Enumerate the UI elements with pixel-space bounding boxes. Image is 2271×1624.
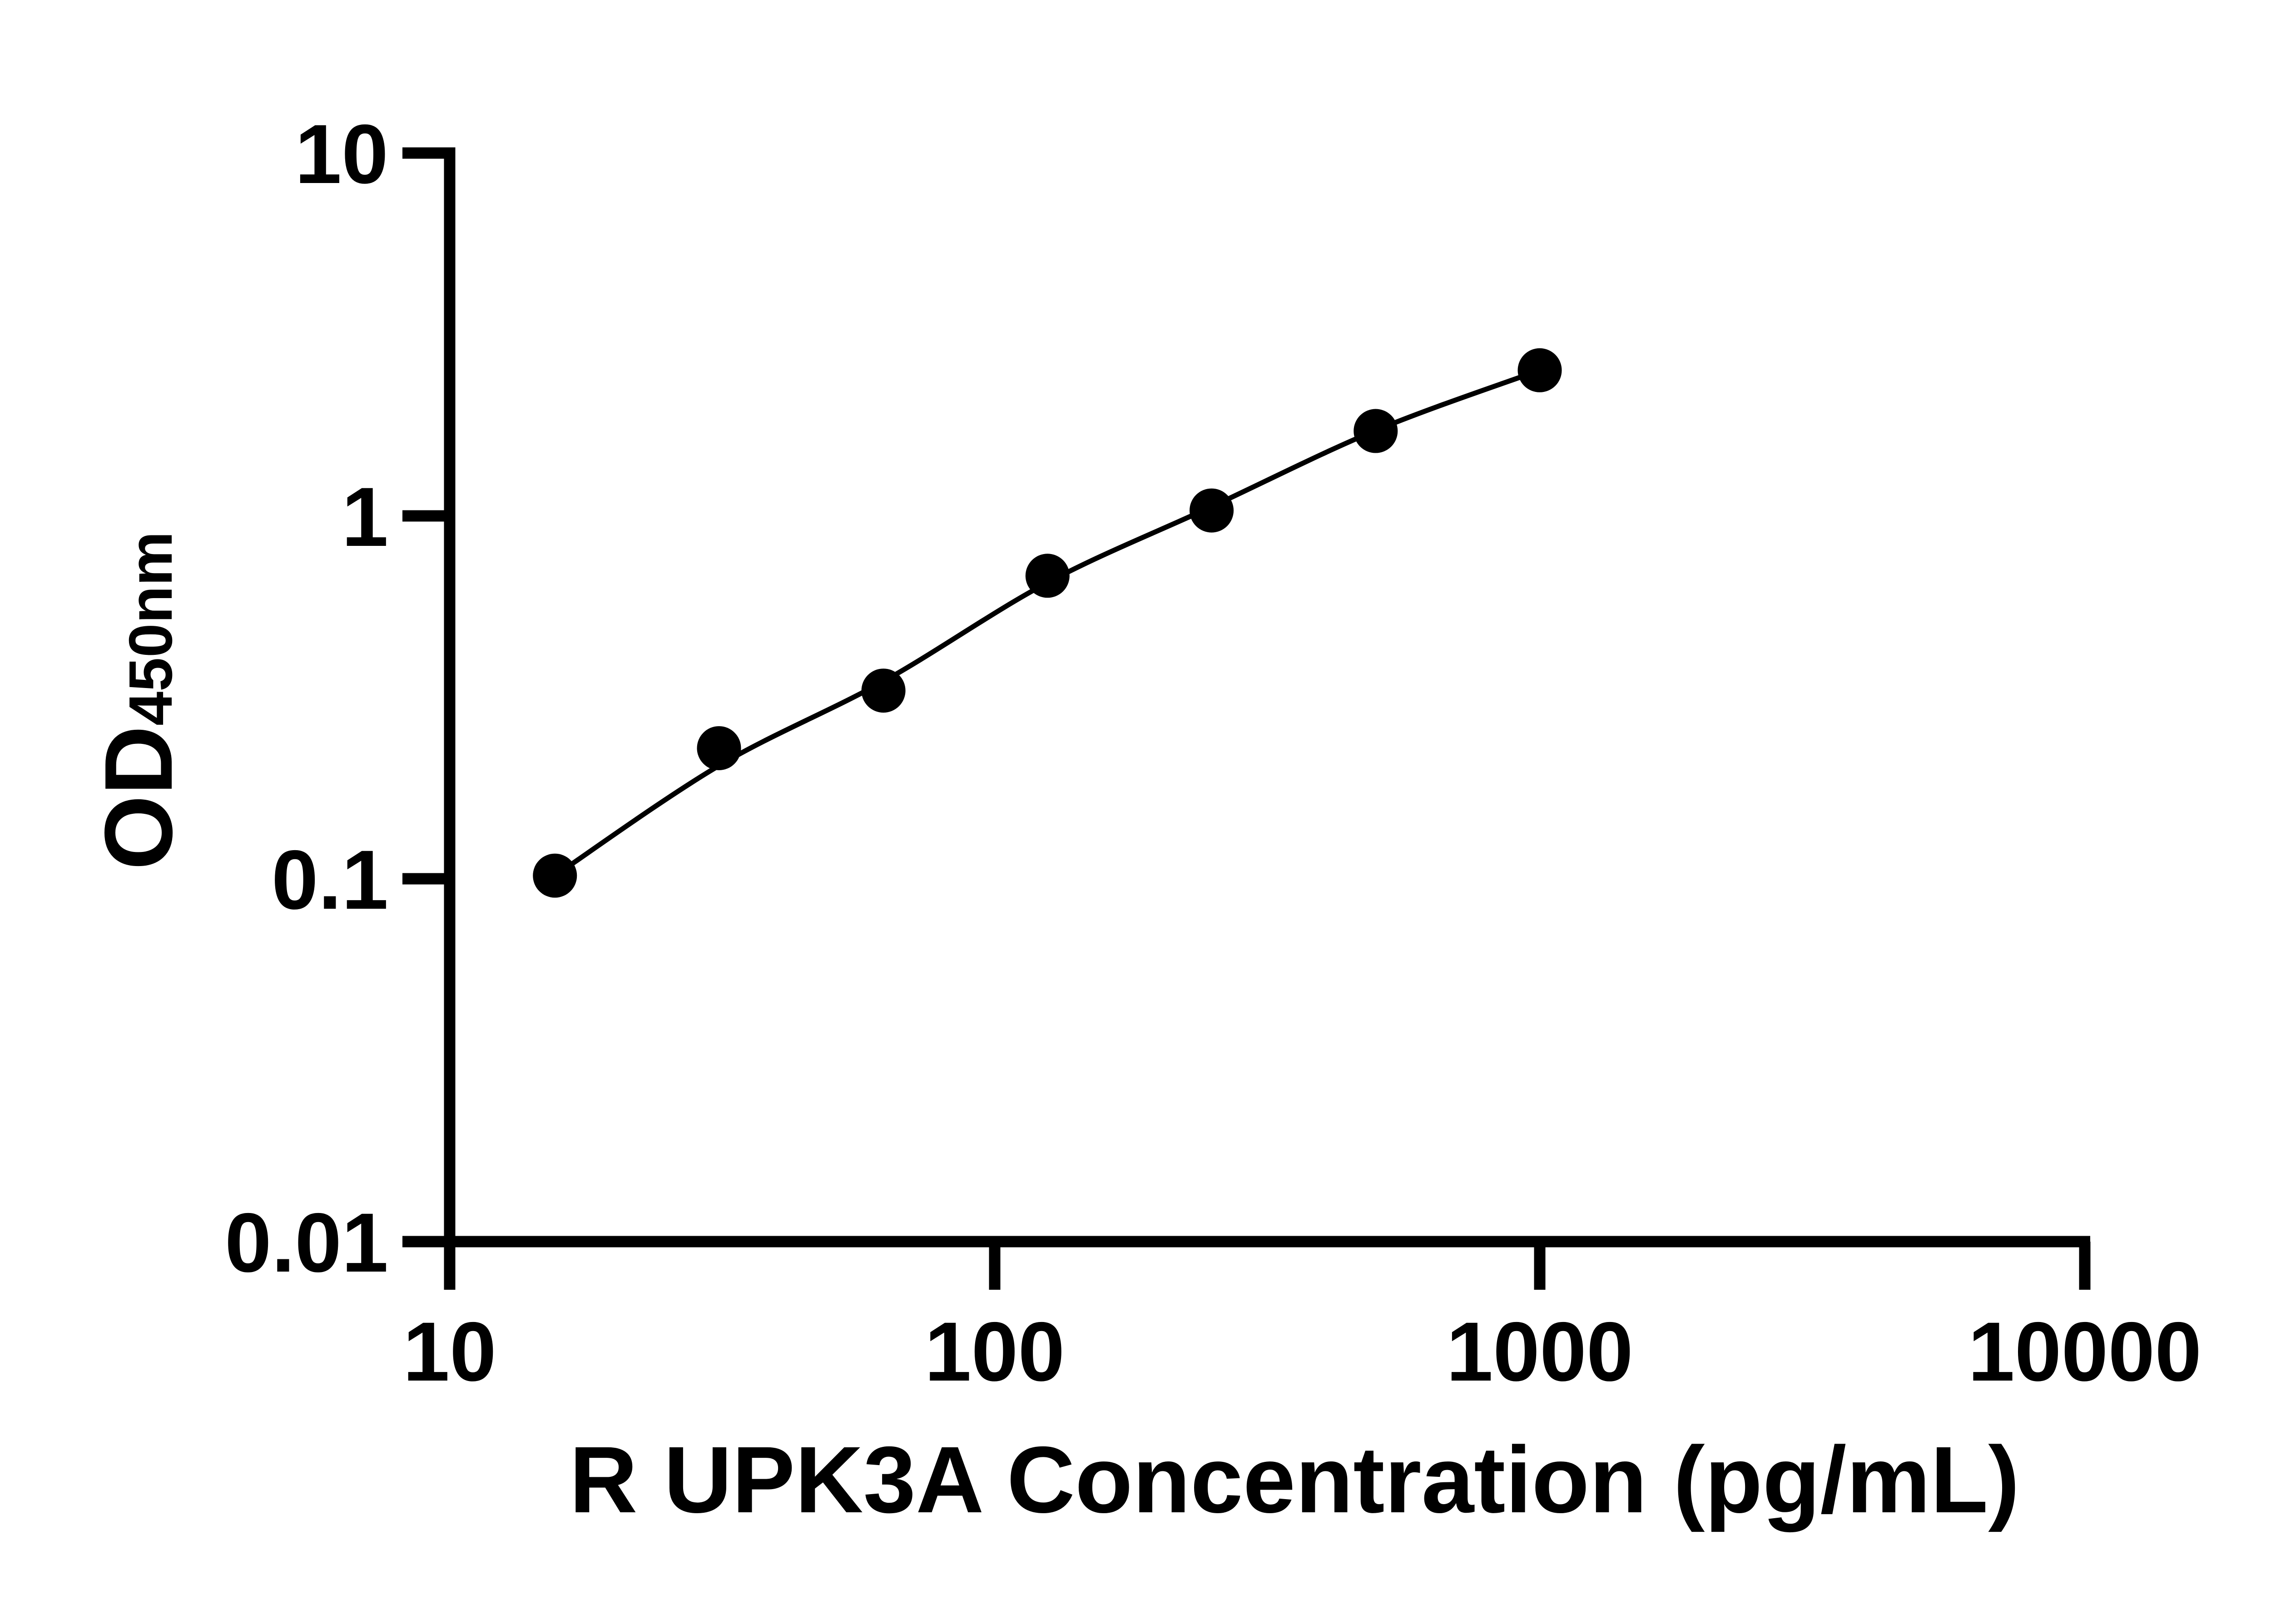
y-axis-title: OD450nm bbox=[84, 531, 192, 870]
data-point bbox=[861, 668, 906, 713]
y-tick-label: 0.01 bbox=[225, 1196, 388, 1290]
data-point bbox=[533, 853, 577, 898]
axes bbox=[402, 147, 2091, 1290]
y-axis-title-main: OD bbox=[84, 726, 192, 870]
data-point bbox=[697, 726, 741, 770]
fit-curve-line bbox=[552, 367, 1542, 878]
y-tick-label: 10 bbox=[295, 108, 388, 201]
y-tick-label: 0.1 bbox=[272, 833, 388, 927]
x-axis-title: R UPK3A Concentration (pg/mL) bbox=[569, 1427, 2019, 1533]
data-series bbox=[533, 348, 1562, 898]
x-tick-label: 100 bbox=[925, 1305, 1065, 1399]
y-tick-label: 1 bbox=[342, 470, 388, 564]
data-point bbox=[1190, 488, 1234, 533]
data-point bbox=[1354, 409, 1398, 453]
data-point bbox=[1517, 348, 1562, 392]
data-point bbox=[1025, 554, 1070, 598]
x-tick-label: 10 bbox=[403, 1305, 496, 1399]
x-tick-label: 1000 bbox=[1446, 1305, 1633, 1399]
x-tick-label: 10000 bbox=[1968, 1305, 2202, 1399]
y-axis-title-subscript: 450nm bbox=[116, 531, 185, 726]
